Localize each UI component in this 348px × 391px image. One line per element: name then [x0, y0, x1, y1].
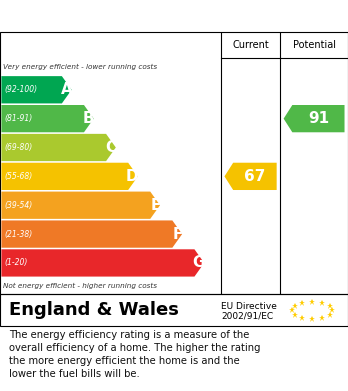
Text: 91: 91	[308, 111, 329, 126]
Polygon shape	[1, 76, 72, 104]
Text: (21-38): (21-38)	[4, 230, 32, 239]
Text: C: C	[105, 140, 117, 155]
Text: F: F	[172, 226, 183, 242]
Text: (69-80): (69-80)	[4, 143, 32, 152]
Polygon shape	[284, 105, 345, 132]
Text: D: D	[126, 169, 139, 184]
Polygon shape	[1, 105, 94, 132]
Text: B: B	[83, 111, 94, 126]
Text: England & Wales: England & Wales	[9, 301, 179, 319]
Text: G: G	[192, 255, 205, 271]
Text: Current: Current	[232, 40, 269, 50]
Polygon shape	[1, 134, 116, 161]
Polygon shape	[1, 221, 182, 248]
Text: Potential: Potential	[293, 40, 335, 50]
Text: (55-68): (55-68)	[4, 172, 32, 181]
Text: (81-91): (81-91)	[4, 114, 32, 123]
Text: (1-20): (1-20)	[4, 258, 27, 267]
Polygon shape	[1, 192, 160, 219]
Text: A: A	[61, 82, 72, 97]
Text: Very energy efficient - lower running costs: Very energy efficient - lower running co…	[3, 64, 158, 70]
Text: 2002/91/EC: 2002/91/EC	[221, 312, 273, 321]
Polygon shape	[1, 249, 204, 276]
Text: (39-54): (39-54)	[4, 201, 32, 210]
Polygon shape	[1, 163, 138, 190]
Text: The energy efficiency rating is a measure of the
overall efficiency of a home. T: The energy efficiency rating is a measur…	[9, 330, 260, 379]
Text: EU Directive: EU Directive	[221, 302, 277, 311]
Text: (92-100): (92-100)	[4, 85, 37, 94]
Text: 67: 67	[244, 169, 266, 184]
Polygon shape	[224, 163, 277, 190]
Text: E: E	[150, 198, 161, 213]
Text: Not energy efficient - higher running costs: Not energy efficient - higher running co…	[3, 283, 158, 289]
Text: Energy Efficiency Rating: Energy Efficiency Rating	[9, 9, 230, 23]
